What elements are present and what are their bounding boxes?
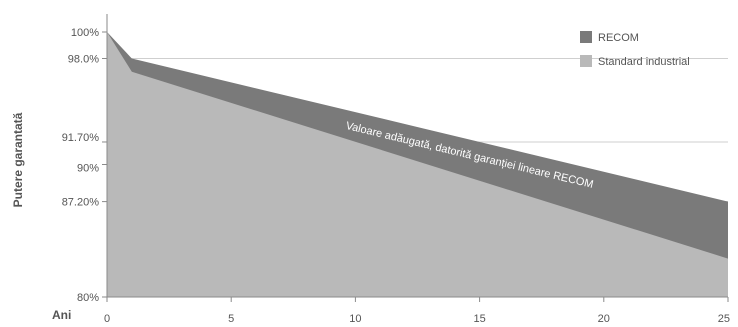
x-tick-label-1: 5 (228, 313, 234, 325)
y-tick-label-1: 98.0% (68, 54, 99, 66)
area-standard-industrial (107, 32, 728, 297)
x-tick-label-3: 15 (473, 313, 485, 325)
x-tick-labels: 0 5 10 15 20 25 (104, 297, 730, 325)
legend: RECOM Standard industrial (580, 31, 690, 68)
x-tick-label-4: 20 (598, 313, 610, 325)
chart-areas (107, 32, 728, 297)
x-axis-title: Ani (52, 308, 71, 322)
y-axis-title: Putere garantată (11, 112, 25, 207)
legend-swatch-standard-industrial (580, 55, 592, 67)
legend-label-recom: RECOM (598, 32, 639, 44)
legend-label-standard-industrial: Standard industrial (598, 56, 690, 68)
y-tick-labels: 100% 98.0% 91.70% 90% 87.20% 80% (62, 27, 107, 304)
legend-swatch-recom (580, 31, 592, 43)
x-tick-label-5: 25 (718, 313, 730, 325)
y-tick-label-4: 87.20% (62, 197, 100, 209)
y-tick-label-0: 100% (71, 27, 99, 39)
y-tick-label-3: 90% (77, 163, 99, 175)
y-tick-label-2: 91.70% (62, 132, 100, 144)
x-tick-label-0: 0 (104, 313, 110, 325)
axes (106, 14, 728, 298)
y-tick-label-5: 80% (77, 292, 99, 304)
x-tick-label-2: 10 (349, 313, 361, 325)
